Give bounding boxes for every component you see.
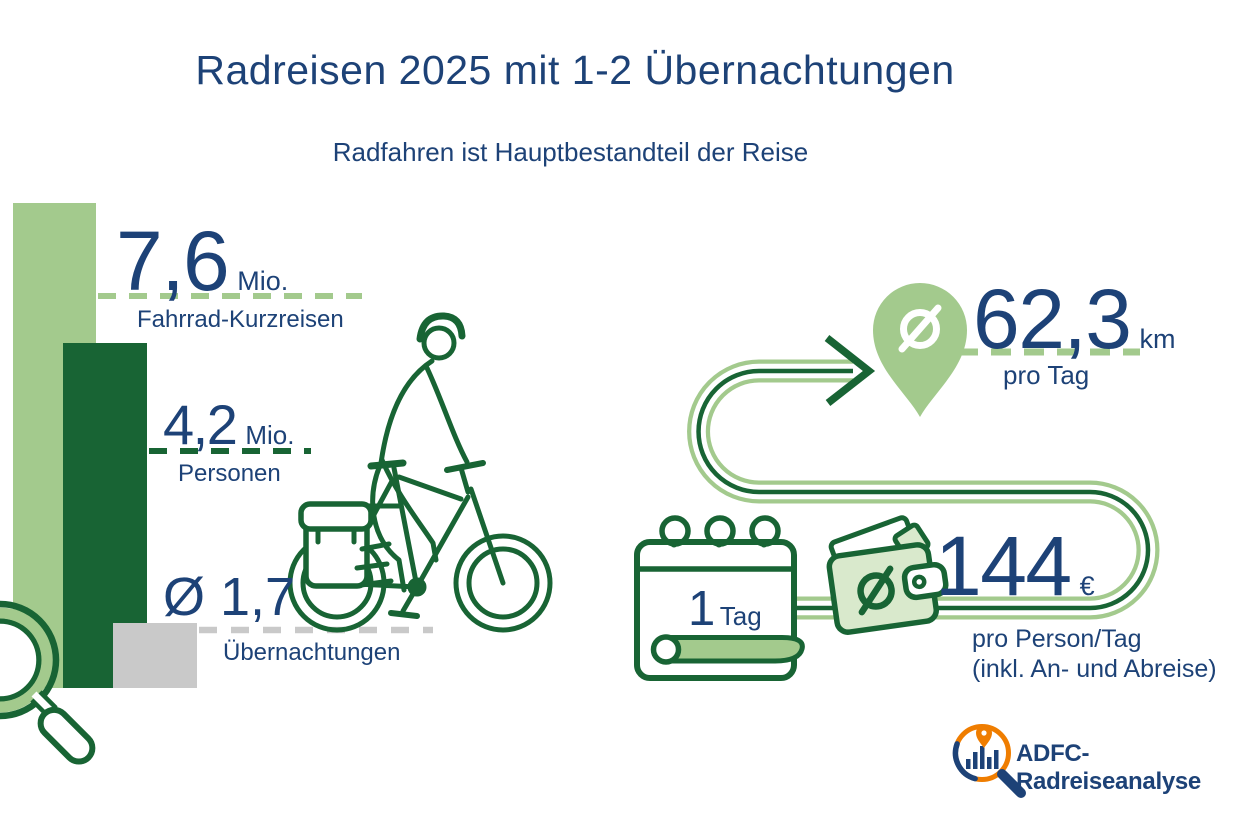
stat-uebernachtungen-label: Übernachtungen <box>223 639 401 666</box>
uebernachtungen-number: Ø 1,7 <box>163 567 296 627</box>
stat-distanz-value: 62,3 km <box>973 277 1176 361</box>
distanz-number: 62,3 <box>973 272 1132 366</box>
logo-text: ADFC-Radreiseanalyse <box>1016 740 1201 795</box>
logo-magnifier-icon <box>952 724 1026 798</box>
stat-kosten-value: 144 € <box>935 524 1095 608</box>
bar-uebernachtungen <box>113 623 197 688</box>
location-pin-icon <box>873 283 967 417</box>
stat-kosten-label-line1: pro Person/Tag <box>972 625 1142 653</box>
dauer-number: 1 <box>688 582 715 636</box>
kosten-number: 144 <box>935 519 1072 613</box>
stat-kurzreisen-label: Fahrrad-Kurzreisen <box>137 306 344 333</box>
personen-number: 4,2 <box>163 393 238 456</box>
stat-dauer-value: 1 Tag <box>688 585 762 634</box>
kurzreisen-unit: Mio. <box>237 266 289 296</box>
logo-pin-icon <box>976 725 992 748</box>
wallet-icon <box>826 515 949 635</box>
stat-personen-label: Personen <box>178 460 281 487</box>
stat-kurzreisen-value: 7,6 Mio. <box>116 219 288 303</box>
stat-uebernachtungen-value: Ø 1,7 <box>163 570 295 624</box>
distanz-unit: km <box>1139 324 1176 354</box>
stat-distanz-label: pro Tag <box>1003 360 1090 390</box>
page-title: Radreisen 2025 mit 1-2 Übernachtungen <box>195 47 955 93</box>
personen-unit: Mio. <box>245 420 295 450</box>
kurzreisen-number: 7,6 <box>116 214 230 308</box>
kosten-unit: € <box>1079 571 1095 601</box>
cyclist-illustration <box>287 312 553 633</box>
stat-kosten-label-line2: (inkl. An- und Abreise) <box>972 655 1217 683</box>
page-subtitle: Radfahren ist Hauptbestandteil der Reise <box>332 137 809 167</box>
route-arrow-icon <box>824 335 876 406</box>
wallet-average-symbol <box>857 565 895 616</box>
stat-personen-value: 4,2 Mio. <box>163 397 294 453</box>
pin-average-symbol <box>898 304 942 353</box>
dauer-unit: Tag <box>719 601 762 631</box>
